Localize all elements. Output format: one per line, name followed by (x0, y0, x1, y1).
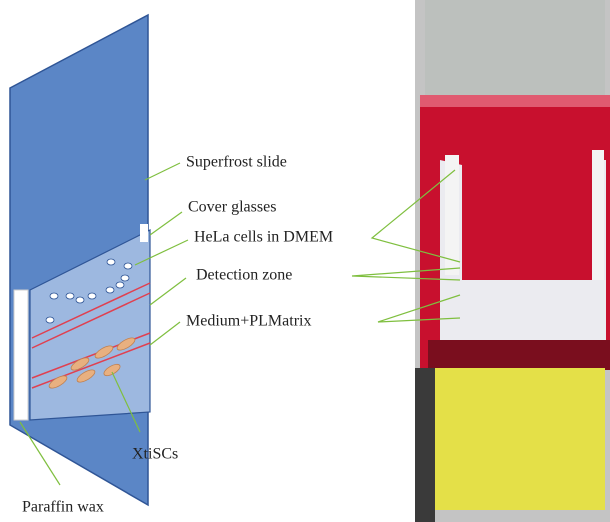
slide-diagram (10, 15, 150, 505)
paraffin-wax-right (140, 224, 148, 242)
label: HeLa cells in DMEM (194, 229, 333, 246)
label: Superfrost slide (186, 154, 287, 171)
label: Medium+PLMatrix (186, 313, 311, 330)
label: Detection zone (196, 267, 292, 284)
figure: Superfrost slide Cover glasses HeLa cell… (0, 0, 610, 522)
label: Cover glasses (188, 199, 276, 216)
label: Paraffin wax (22, 499, 104, 516)
photo (415, 0, 610, 522)
label: XtiSCs (132, 446, 178, 463)
paraffin-wax (14, 290, 28, 420)
